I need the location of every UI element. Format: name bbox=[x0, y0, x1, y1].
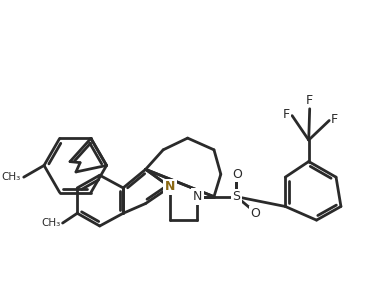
Text: CH₃: CH₃ bbox=[41, 218, 61, 228]
Text: F: F bbox=[306, 94, 313, 107]
Text: O: O bbox=[233, 168, 242, 181]
Text: CH₃: CH₃ bbox=[2, 172, 21, 182]
Text: N: N bbox=[193, 190, 202, 203]
Text: O: O bbox=[250, 207, 260, 220]
Text: F: F bbox=[331, 113, 338, 126]
Text: N: N bbox=[165, 180, 175, 193]
Text: S: S bbox=[233, 190, 241, 203]
Text: F: F bbox=[283, 108, 290, 121]
